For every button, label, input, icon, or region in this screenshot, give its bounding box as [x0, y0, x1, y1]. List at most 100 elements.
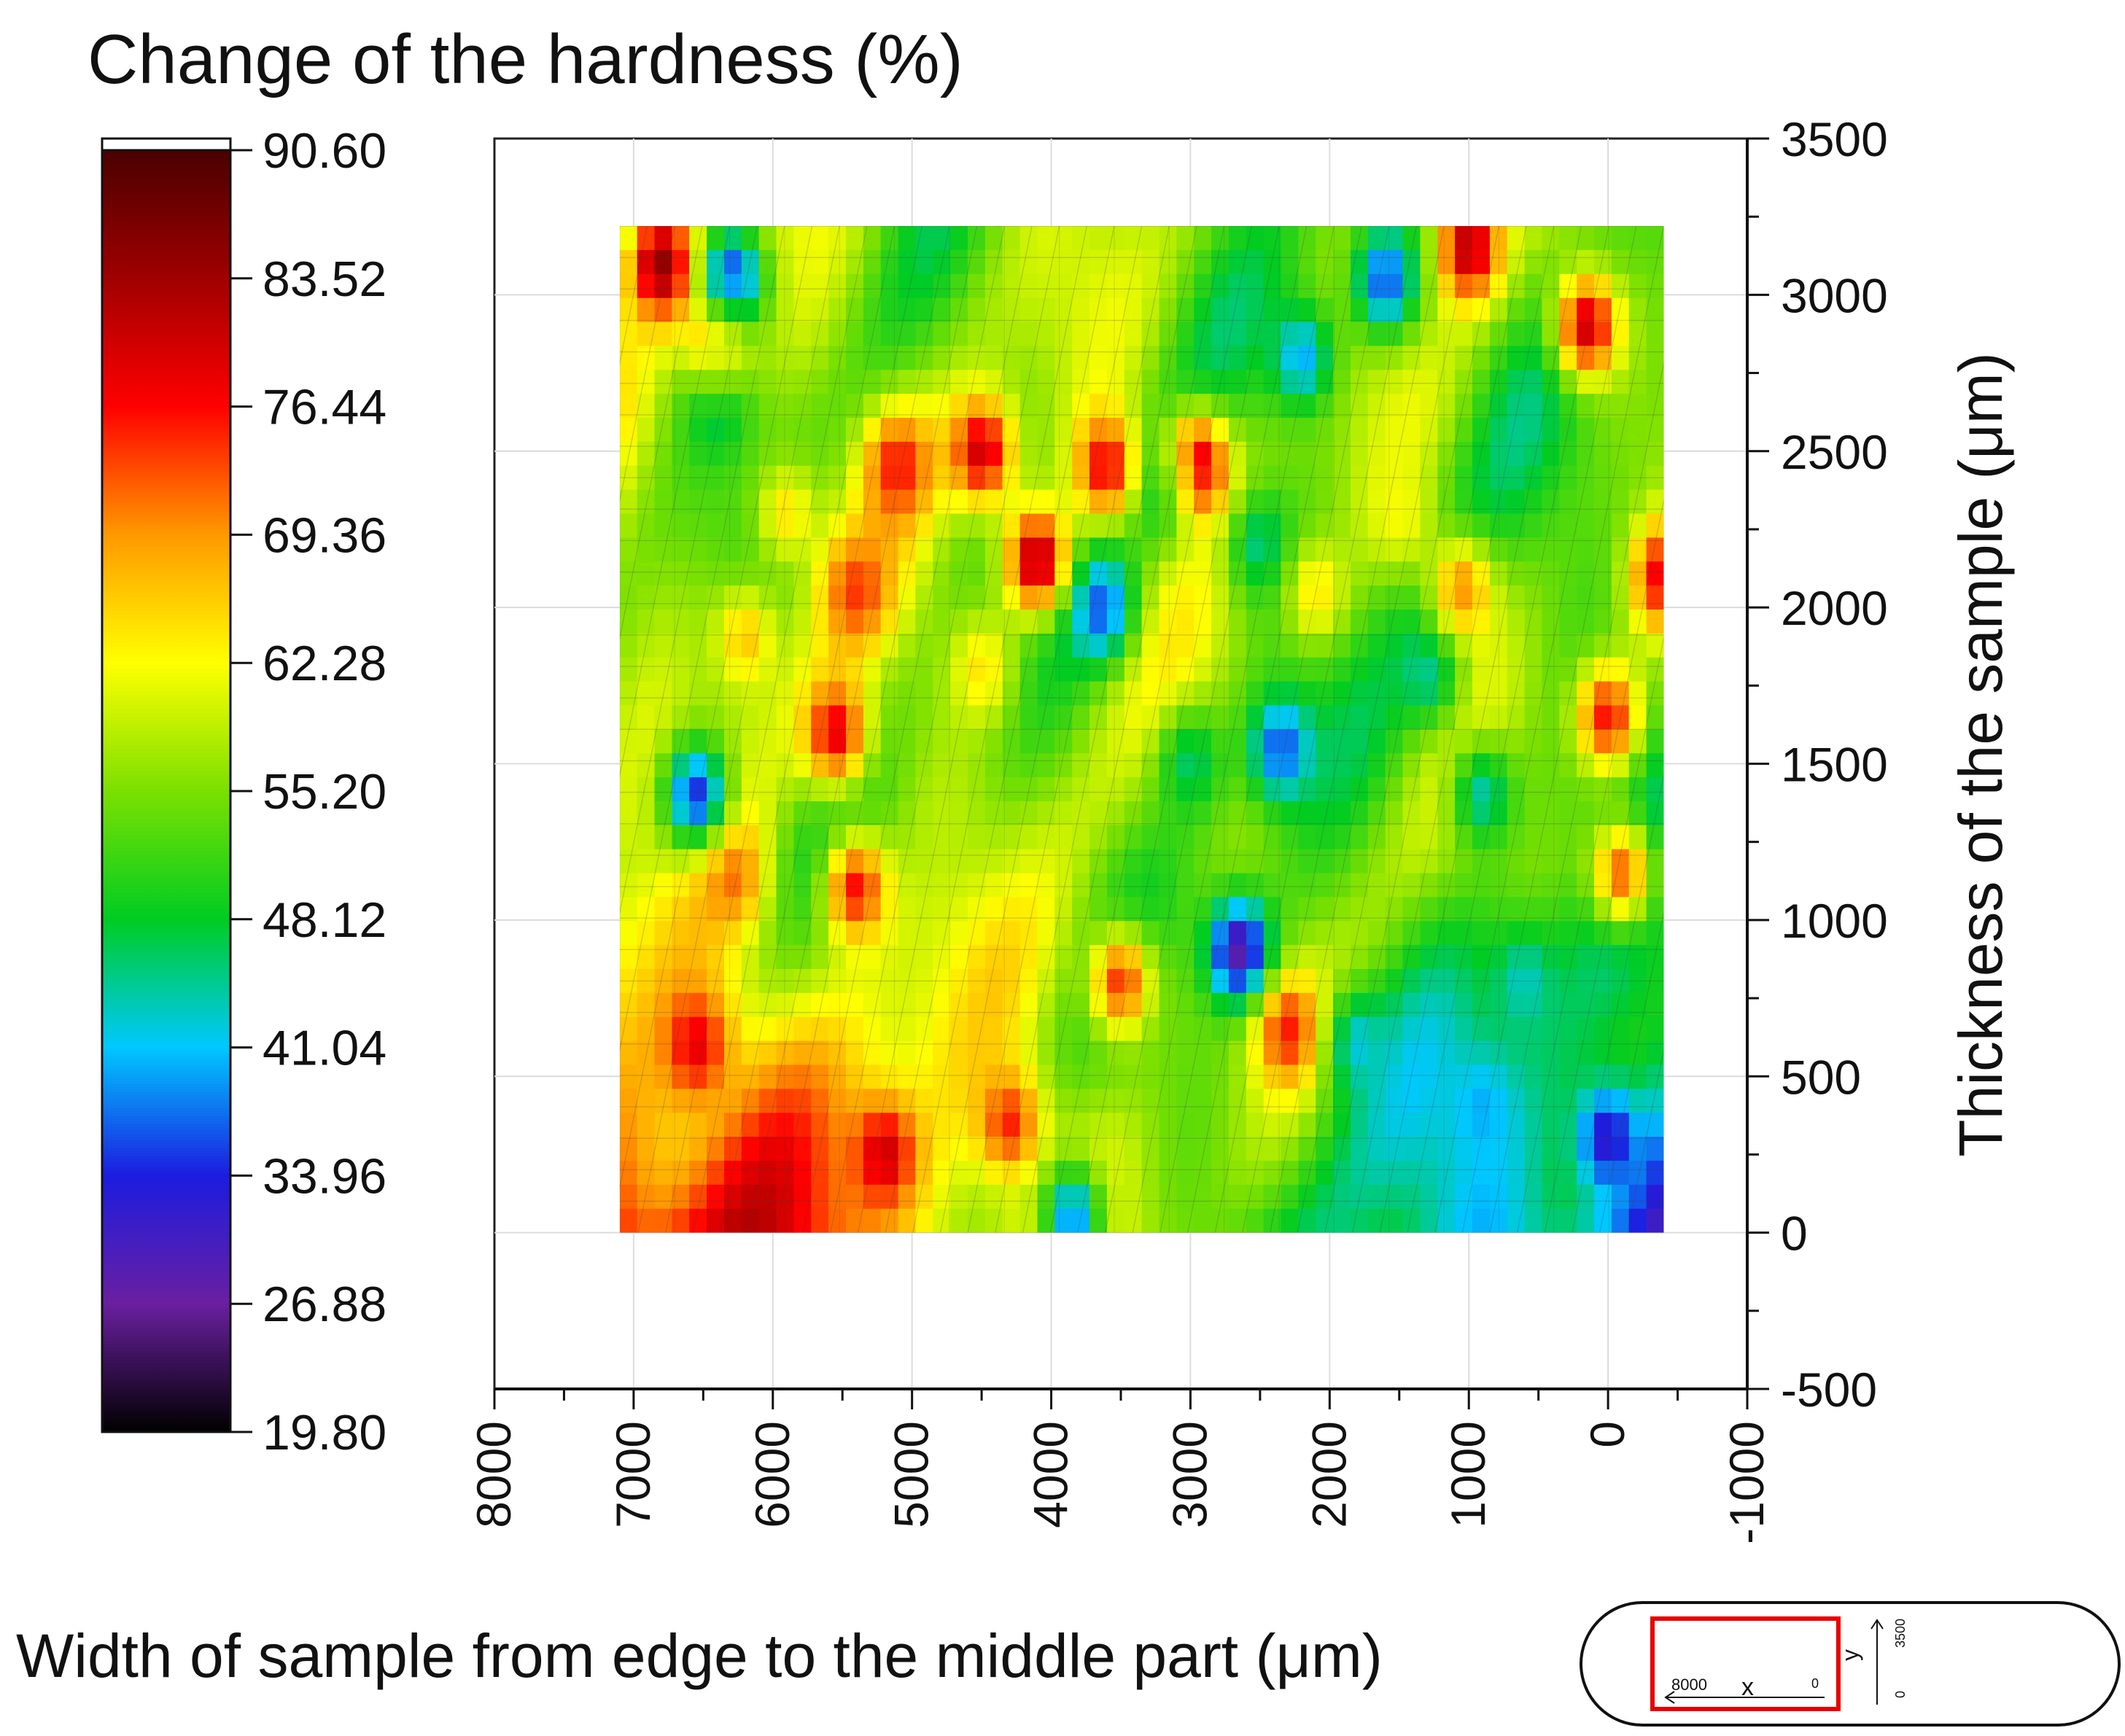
heatmap-cell [758, 729, 777, 754]
heatmap-cell [637, 825, 656, 850]
heatmap-cell [1367, 705, 1386, 731]
heatmap-cell [1420, 1040, 1439, 1066]
heatmap-cell [1489, 394, 1508, 419]
heatmap-cell [1351, 969, 1369, 994]
heatmap-cell [1316, 681, 1334, 707]
heatmap-cell [863, 585, 882, 610]
heatmap-cell [1455, 633, 1473, 658]
heatmap-cell [1228, 465, 1247, 491]
heatmap-cell [1577, 1089, 1595, 1114]
heatmap-cell [984, 1089, 1003, 1114]
heatmap-cell [1106, 322, 1125, 347]
heatmap-cell [846, 489, 864, 515]
heatmap-cell [1455, 1040, 1473, 1066]
heatmap-cell [1524, 1113, 1543, 1137]
heatmap-cell [1542, 322, 1561, 347]
heatmap-cell [1351, 945, 1369, 970]
heatmap-cell [1037, 921, 1056, 946]
heatmap-cell [707, 1161, 725, 1186]
heatmap-cell [1228, 1064, 1247, 1090]
heatmap-cell [1194, 729, 1212, 754]
heatmap-cell [968, 610, 986, 634]
heatmap-cell [1228, 753, 1247, 778]
heatmap-cell [1298, 945, 1317, 970]
heatmap-cell [776, 441, 795, 467]
heatmap-cell [1072, 441, 1090, 467]
heatmap-cell [1385, 825, 1404, 850]
heatmap-cell [1141, 585, 1160, 610]
heatmap-cell [1524, 753, 1543, 778]
heatmap-cell [1019, 561, 1038, 586]
heatmap-cell [1246, 1137, 1264, 1161]
heatmap-cell [984, 394, 1003, 419]
heatmap-cell [1194, 465, 1212, 491]
heatmap-cell [898, 489, 917, 515]
heatmap-cell [689, 753, 707, 778]
heatmap-cell [1211, 992, 1229, 1018]
heatmap-cell [1281, 1161, 1300, 1186]
heatmap-cell [1385, 394, 1404, 419]
heatmap-cell [758, 921, 777, 946]
heatmap-cell [1594, 561, 1612, 586]
heatmap-cell [776, 1040, 795, 1066]
heatmap-cell [1559, 273, 1577, 299]
heatmap-cell [1194, 897, 1212, 922]
heatmap-cell [724, 825, 742, 850]
heatmap-cell [1141, 873, 1160, 898]
heatmap-cell [811, 441, 829, 467]
heatmap-cell [1455, 585, 1473, 610]
heatmap-cell [880, 921, 899, 946]
colorbar-tick-label: 41.04 [263, 1021, 386, 1076]
heatmap-cell [1072, 921, 1090, 946]
heatmap-cell [1367, 465, 1386, 491]
heatmap-cell [1594, 1137, 1612, 1161]
heatmap-cell [1420, 249, 1439, 275]
heatmap-cell [637, 681, 656, 707]
heatmap-cell [898, 705, 917, 731]
heatmap-cell [1455, 729, 1473, 754]
heatmap-cell [1316, 322, 1334, 347]
heatmap-cell [1628, 273, 1647, 299]
heatmap-cell [637, 1208, 656, 1233]
heatmap-cell [915, 370, 934, 394]
heatmap-cell [1211, 633, 1229, 658]
heatmap-cell [1577, 610, 1595, 634]
heatmap-cell [1316, 729, 1334, 754]
heatmap-cell [1577, 681, 1595, 707]
heatmap-cell [1281, 226, 1300, 251]
heatmap-cell [1124, 441, 1143, 467]
heatmap-cell [1611, 322, 1630, 347]
heatmap-cell [1211, 657, 1229, 682]
heatmap-cell [880, 441, 899, 467]
heatmap-cell [1351, 346, 1369, 371]
heatmap-cell [1385, 705, 1404, 731]
heatmap-cell [758, 513, 777, 539]
heatmap-cell [898, 1040, 917, 1066]
heatmap-cell [1124, 322, 1143, 347]
heatmap-cell [1611, 1089, 1630, 1114]
heatmap-cell [880, 729, 899, 754]
heatmap-cell [1402, 921, 1421, 946]
heatmap-cell [619, 370, 638, 394]
heatmap-cell [1402, 441, 1421, 467]
heatmap-cell [776, 753, 795, 778]
heatmap-cell [1594, 873, 1612, 898]
heatmap-cell [637, 945, 656, 970]
heatmap-cell [758, 418, 777, 443]
heatmap-cell [1089, 969, 1108, 994]
heatmap-cell [1472, 394, 1491, 419]
heatmap-cell [1176, 992, 1195, 1018]
heatmap-cell [1298, 441, 1317, 467]
heatmap-cell [793, 921, 812, 946]
heatmap-cell [1124, 585, 1143, 610]
heatmap-cell [1054, 753, 1073, 778]
heatmap-cell [811, 585, 829, 610]
heatmap-cell [1542, 610, 1561, 634]
heatmap-cell [1402, 1137, 1421, 1161]
heatmap-cell [863, 226, 882, 251]
heatmap-cell [1577, 322, 1595, 347]
heatmap-cell [1437, 418, 1456, 443]
heatmap-cell [1072, 657, 1090, 682]
heatmap-cell [1298, 1040, 1317, 1066]
heatmap-cell [1316, 873, 1334, 898]
